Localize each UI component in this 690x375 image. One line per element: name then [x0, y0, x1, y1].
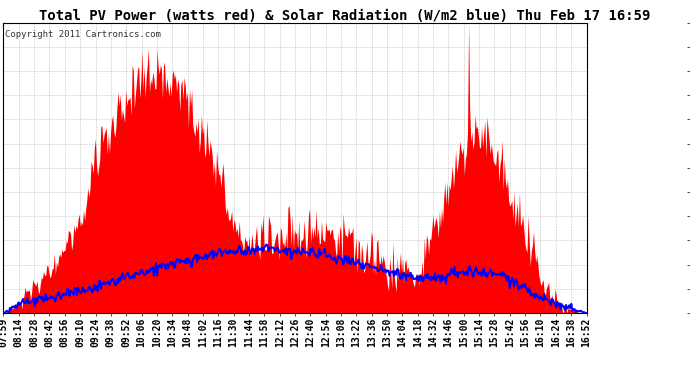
Text: Total PV Power (watts red) & Solar Radiation (W/m2 blue) Thu Feb 17 16:59: Total PV Power (watts red) & Solar Radia… — [39, 9, 651, 23]
Text: Copyright 2011 Cartronics.com: Copyright 2011 Cartronics.com — [6, 30, 161, 39]
